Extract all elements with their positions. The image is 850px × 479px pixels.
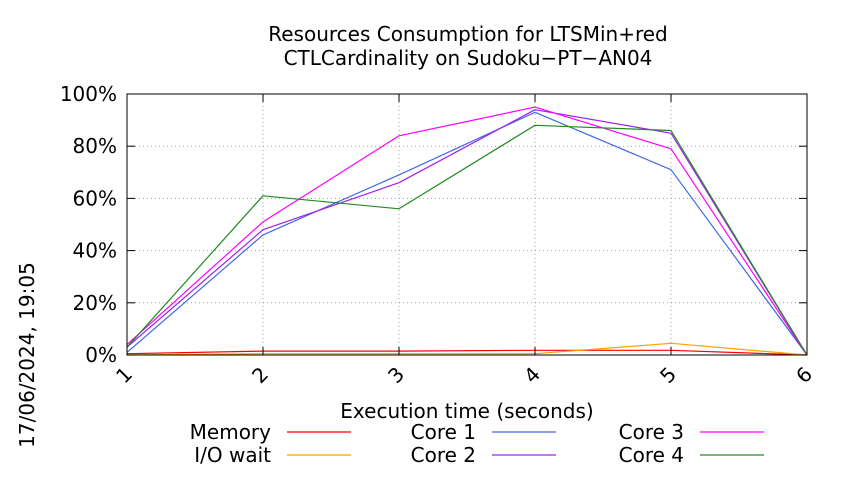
legend-label-core-4: Core 4 (619, 443, 684, 467)
chart-title-line-2: CTLCardinality on Sudoku−PT−AN04 (284, 46, 653, 70)
x-tick-label: 4 (519, 362, 545, 388)
chart-title-line-1: Resources Consumption for LTSMin+red (268, 22, 668, 46)
x-tick-label: 2 (247, 362, 273, 388)
series-line-core-1 (126, 111, 808, 356)
legend-label-core-2: Core 2 (411, 443, 476, 467)
plot-frame (126, 93, 808, 356)
x-tick-label: 3 (383, 362, 409, 388)
series-line-core-2 (126, 109, 808, 356)
y-tick-label: 40% (73, 239, 117, 263)
y-tick-label: 60% (73, 186, 117, 210)
legend-label-i-o-wait: I/O wait (194, 443, 271, 467)
x-tick-label: 6 (791, 362, 817, 388)
timestamp-label: 17/06/2024, 19:05 (15, 262, 39, 448)
x-tick-label: 1 (111, 362, 137, 388)
y-tick-label: 0% (85, 343, 117, 367)
y-tick-label: 20% (73, 291, 117, 315)
legend-label-memory: Memory (190, 420, 272, 444)
grid-lines (127, 94, 807, 355)
series-line-i-o-wait (126, 342, 808, 356)
x-axis-label: Execution time (seconds) (340, 399, 593, 423)
series-line-memory (126, 349, 808, 356)
y-tick-label: 100% (60, 82, 117, 106)
legend-label-core-1: Core 1 (411, 420, 476, 444)
series-line-core-4 (126, 124, 808, 356)
legend-label-core-3: Core 3 (619, 420, 684, 444)
y-tick-label: 80% (73, 134, 117, 158)
axis-ticks: 0% 20% 40% 60% 80% 100% 1 2 3 4 5 6 (60, 82, 817, 388)
series-lines (126, 106, 808, 356)
series-line-core-3 (126, 106, 808, 356)
x-tick-label: 5 (655, 362, 681, 388)
